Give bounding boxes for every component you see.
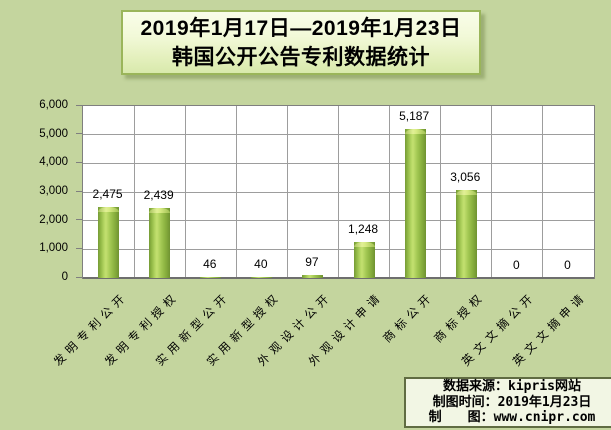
bar-5	[302, 275, 324, 278]
y-axis-tick	[76, 276, 82, 278]
bar-top-highlight	[353, 242, 375, 248]
bar-value-label: 1,248	[348, 222, 379, 237]
y-axis-tick	[76, 104, 82, 106]
bar-2	[149, 208, 171, 278]
bar-value-label: 2,439	[143, 188, 174, 203]
bar-value-label: 2,475	[92, 187, 123, 202]
chart-credit-line: 制 图：www.cnipr.com	[428, 410, 596, 426]
bar-value-label: 3,056	[450, 170, 481, 185]
chart-date-line: 制图时间：2019年1月23日	[432, 394, 592, 410]
bar-6	[353, 242, 375, 278]
bar-8	[455, 190, 477, 278]
y-axis-tick-label: 4,000	[39, 156, 68, 169]
gridline-vertical	[338, 106, 339, 278]
gridline-vertical	[542, 106, 544, 278]
chart-title-line1: 2019年1月17日—2019年1月23日	[140, 16, 462, 40]
y-axis-tick-label: 0	[61, 271, 68, 283]
y-axis-tick-label: 2,000	[39, 213, 68, 226]
bar-1	[98, 207, 120, 278]
bar-value-label: 40	[254, 256, 268, 271]
y-axis-tick	[76, 190, 82, 192]
bar-top-highlight	[149, 208, 171, 214]
gridline-vertical	[235, 106, 237, 278]
bar-top-highlight	[455, 190, 477, 196]
y-axis-tick-label: 6,000	[39, 99, 68, 111]
bar-value-label: 0	[513, 258, 520, 272]
y-axis-tick	[76, 219, 82, 221]
gridline-vertical	[184, 106, 186, 278]
y-axis-tick	[76, 247, 82, 249]
bar-value-label: 97	[305, 255, 319, 270]
plot-area	[82, 105, 595, 279]
source-info-box: 数据来源：kipris网站 制图时间：2019年1月23日 制 图：www.cn…	[404, 377, 611, 428]
gridline-vertical	[389, 106, 391, 278]
bar-3	[200, 276, 222, 278]
chart-title-box: 2019年1月17日—2019年1月23日 韩国公开公告专利数据统计	[121, 10, 481, 75]
x-axis-line	[83, 277, 594, 279]
bar-value-label: 5,187	[399, 109, 430, 124]
bar-top-highlight	[98, 207, 120, 213]
chart-title-line2: 韩国公开公告专利数据统计	[172, 45, 430, 69]
y-axis-tick	[76, 161, 82, 163]
bar-top-highlight	[404, 129, 426, 135]
bar-value-label: 46	[203, 256, 217, 271]
gridline-vertical	[286, 106, 288, 278]
gridline-vertical	[440, 106, 442, 278]
gridline-vertical	[133, 106, 135, 278]
gridline-vertical	[491, 106, 493, 278]
y-axis-tick-label: 5,000	[39, 127, 68, 140]
data-source-line: 数据来源：kipris网站	[443, 379, 581, 395]
y-axis-tick	[76, 133, 82, 135]
bar-7	[404, 129, 426, 278]
bar-value-label: 0	[564, 258, 571, 272]
y-axis-tick-label: 1,000	[39, 242, 68, 255]
y-axis-tick-label: 3,000	[39, 185, 68, 197]
bar-4	[251, 276, 273, 278]
